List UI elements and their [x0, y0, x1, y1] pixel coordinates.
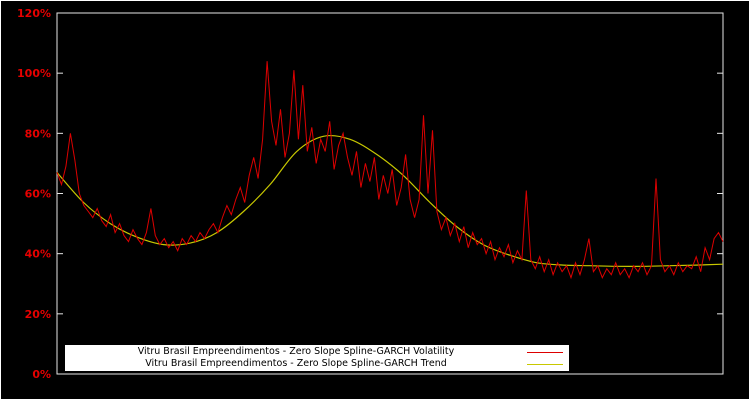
legend-label-volatility: Vitru Brasil Empreendimentos - Zero Slop… — [137, 346, 455, 357]
chart-legend: Vitru Brasil Empreendimentos - Zero Slop… — [65, 345, 569, 371]
y-axis-tick-label: 120% — [17, 7, 51, 20]
trend-series-line — [56, 134, 724, 267]
y-axis-tick-label: 40% — [25, 248, 51, 261]
legend-line-volatility-icon — [527, 351, 563, 353]
legend-item-trend: Vitru Brasil Empreendimentos - Zero Slop… — [65, 358, 569, 370]
plot-frame — [56, 12, 724, 375]
y-axis-tick-label: 20% — [25, 308, 51, 321]
legend-item-volatility: Vitru Brasil Empreendimentos - Zero Slop… — [65, 346, 569, 358]
y-axis-tick-label: 100% — [17, 67, 51, 80]
y-axis-tick-label: 60% — [25, 188, 51, 201]
y-axis-tick-label: 0% — [32, 368, 51, 381]
y-axis-tick-label: 80% — [25, 127, 51, 140]
legend-label-trend: Vitru Brasil Empreendimentos - Zero Slop… — [145, 358, 447, 369]
legend-line-trend-icon — [527, 363, 563, 365]
volatility-series-line — [56, 61, 724, 280]
